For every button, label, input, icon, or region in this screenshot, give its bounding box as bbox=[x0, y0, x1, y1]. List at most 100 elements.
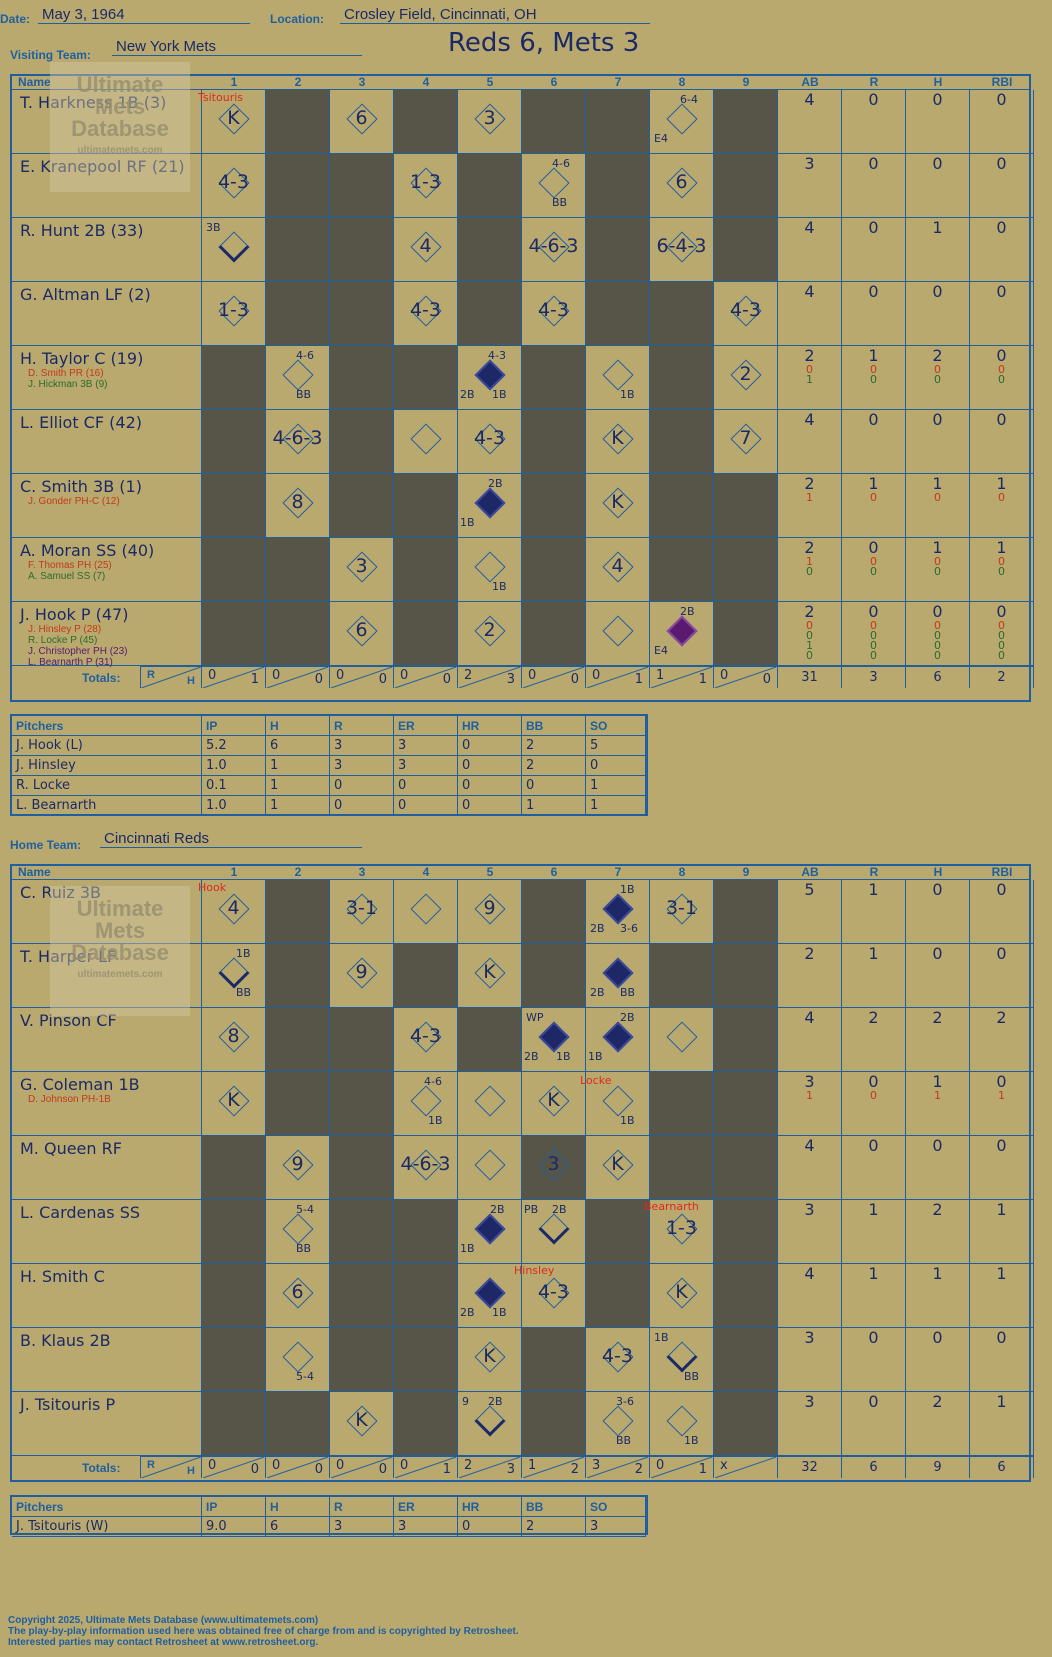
pitching-column-header: SO bbox=[586, 716, 646, 736]
base-diamond bbox=[474, 1149, 506, 1181]
stat-value: 2 bbox=[996, 1008, 1007, 1027]
play-result: 6-4-3 bbox=[656, 235, 707, 257]
at-bat-cell: 4 bbox=[394, 218, 458, 282]
pitching-stat: 3 bbox=[394, 736, 458, 756]
at-bat-cell: 2B 1B bbox=[458, 1200, 522, 1264]
stat-cell: 0 bbox=[970, 218, 1034, 282]
at-bat-cell bbox=[714, 944, 778, 1008]
play-result: K bbox=[483, 961, 496, 983]
visiting-team-name: New York Mets bbox=[112, 38, 362, 56]
stat-cell: 0 bbox=[970, 282, 1034, 346]
at-bat-cell: 3-1 bbox=[650, 880, 714, 944]
play-note: 5-4 bbox=[296, 1203, 314, 1216]
at-bat-cell bbox=[330, 410, 394, 474]
at-bat-cell bbox=[202, 1136, 266, 1200]
at-bat-cell bbox=[714, 154, 778, 218]
inning-column-header: 3 bbox=[358, 75, 366, 89]
pitching-column-header: HR bbox=[458, 716, 522, 736]
play-result: 6 bbox=[355, 619, 368, 641]
stat-column-header: H bbox=[933, 865, 943, 879]
inning-hits: 1 bbox=[250, 672, 259, 687]
inning-runs: 0 bbox=[208, 668, 217, 683]
at-bat-cell bbox=[714, 1136, 778, 1200]
base-diamond bbox=[474, 487, 506, 519]
play-result: 4 bbox=[611, 555, 624, 577]
pitching-change-note: Tsitouris bbox=[198, 91, 244, 104]
base-diamond bbox=[666, 103, 698, 135]
stat-column-header: AB bbox=[801, 865, 819, 879]
at-bat-cell: 1-3 bbox=[650, 1200, 714, 1264]
at-bat-cell: 5-4 bbox=[266, 1328, 330, 1392]
play-result: K bbox=[547, 1089, 560, 1111]
footer-line: The play-by-play information used here w… bbox=[8, 1626, 519, 1637]
play-result: 3 bbox=[483, 107, 496, 129]
pitching-stat: 0 bbox=[394, 796, 458, 816]
play-note: 1B bbox=[492, 1306, 507, 1319]
at-bat-cell: 4-3 bbox=[394, 1008, 458, 1072]
stat-cell: 1 bbox=[842, 1264, 906, 1328]
batter-row: B. Klaus 2B bbox=[12, 1328, 202, 1392]
stat-cell: 0 bbox=[842, 90, 906, 154]
at-bat-cell: 1-3 bbox=[394, 154, 458, 218]
play-result: 9 bbox=[483, 897, 496, 919]
stat-value: 1 bbox=[868, 1264, 879, 1283]
visitors-scorecard: Name 1 2 3 4 5 6 7 8 9 AB R H RBI T. Harkness 1B (3) K 6… bbox=[10, 74, 1034, 702]
pitching-column-header: ER bbox=[394, 716, 458, 736]
base-diamond bbox=[666, 1405, 698, 1437]
at-bat-cell bbox=[714, 602, 778, 666]
watermark-line: Mets bbox=[94, 918, 146, 943]
stat-cell: 0 bbox=[842, 282, 906, 346]
at-bat-cell bbox=[394, 1392, 458, 1456]
stat-cell: 0 bbox=[970, 944, 1034, 1008]
play-note: 3-6 bbox=[620, 922, 638, 935]
at-bat-cell: 1B bbox=[458, 538, 522, 602]
visitors-pitching-table: Pitchers IP H R ER HR BB SO J. Hook (L) 5.2 6 3 3 0 2 5… bbox=[10, 714, 648, 816]
play-note: 2B bbox=[488, 1395, 503, 1408]
play-result: 4-3 bbox=[537, 1281, 570, 1303]
play-result: 9 bbox=[355, 961, 368, 983]
inning-hits: 0 bbox=[762, 672, 771, 687]
batter-name: G. Coleman 1B bbox=[20, 1075, 140, 1094]
stat-cell: 4 bbox=[778, 1136, 842, 1200]
inning-column-header: 1 bbox=[230, 865, 238, 879]
pitching-column-header: BB bbox=[522, 1497, 586, 1517]
batter-name: J. Hook P (47) bbox=[20, 605, 129, 624]
at-bat-cell bbox=[458, 1136, 522, 1200]
play-result: 8 bbox=[227, 1025, 240, 1047]
play-result: 6 bbox=[355, 107, 368, 129]
at-bat-cell bbox=[522, 944, 586, 1008]
pitching-stat: 9.0 bbox=[202, 1517, 266, 1537]
pitching-change-note: Locke bbox=[580, 1074, 612, 1087]
pitching-column-header: Pitchers bbox=[12, 716, 202, 736]
pitching-stat: 1.0 bbox=[202, 796, 266, 816]
stat-cell: 0 bbox=[842, 1328, 906, 1392]
at-bat-cell: 4-6 1B bbox=[394, 1072, 458, 1136]
at-bat-cell: 4-6-3 bbox=[266, 410, 330, 474]
stat-value: 1 bbox=[996, 1200, 1007, 1219]
play-note: 2B bbox=[460, 1306, 475, 1319]
substitute-name: J. Hickman 3B (9) bbox=[28, 379, 108, 390]
stat-cell: 0 bbox=[842, 410, 906, 474]
base-diamond bbox=[218, 231, 250, 263]
batter-row: R. Hunt 2B (33) bbox=[12, 218, 202, 282]
at-bat-cell bbox=[202, 538, 266, 602]
base-diamond bbox=[538, 167, 570, 199]
stat-cell: 3 bbox=[778, 1392, 842, 1456]
inning-runs: 0 bbox=[400, 1458, 409, 1473]
pitcher-row: R. Locke 0.1 1 0 0 0 0 1 bbox=[12, 776, 646, 796]
batter-row: T. Harkness 1B (3) bbox=[12, 90, 202, 154]
inning-hits: 1 bbox=[698, 1462, 707, 1477]
at-bat-cell bbox=[650, 282, 714, 346]
stat-total: 6 bbox=[842, 1456, 906, 1478]
at-bat-cell bbox=[394, 944, 458, 1008]
stat-value: 1 bbox=[932, 1264, 943, 1283]
play-result: 4-6-3 bbox=[272, 427, 323, 449]
base-diamond bbox=[282, 359, 314, 391]
pitching-stat: 0 bbox=[522, 776, 586, 796]
pitching-change-note: Hinsley bbox=[514, 1264, 555, 1277]
